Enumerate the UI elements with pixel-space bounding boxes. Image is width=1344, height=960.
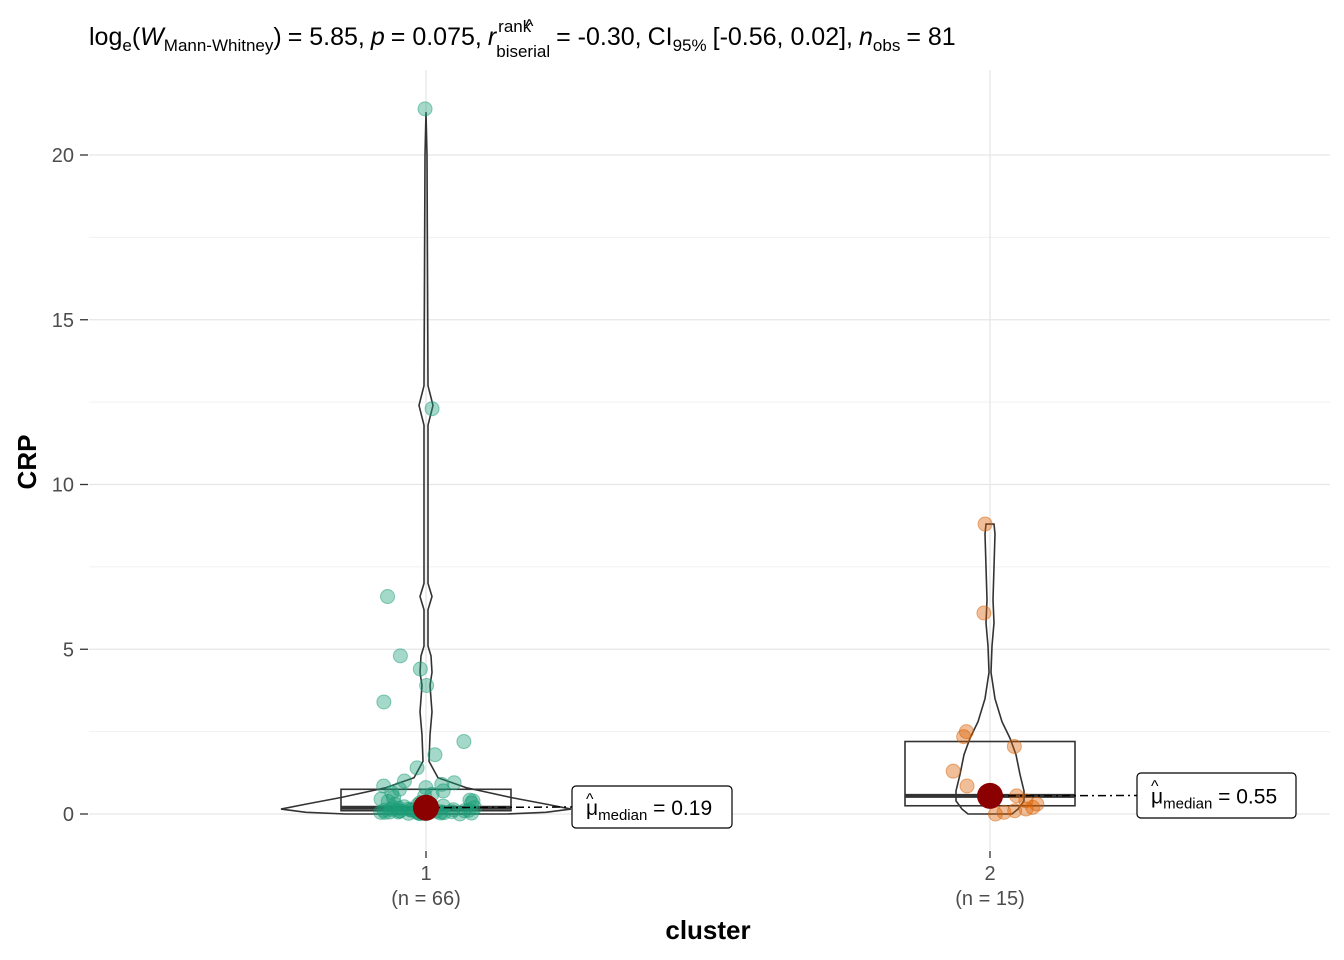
title-w-sub: Mann-Whitney bbox=[164, 36, 274, 55]
title-r-hat: ^ bbox=[525, 16, 534, 36]
title-log: log bbox=[89, 23, 122, 51]
title-p-symbol: p bbox=[370, 23, 385, 51]
chart-title: loge(WMann-Whitney) = 5.85, p = 0.075, r rank… bbox=[89, 17, 956, 61]
title-r-sub: biserial bbox=[496, 42, 550, 61]
data-point bbox=[435, 783, 451, 799]
title-paren-close: ) bbox=[273, 23, 281, 51]
median-hat: ^ bbox=[586, 791, 594, 808]
title-r-symbol: r bbox=[488, 23, 498, 51]
title-paren-open: ( bbox=[132, 23, 141, 51]
title-p-value: = 0.075, bbox=[391, 23, 482, 51]
data-point bbox=[456, 734, 472, 750]
y-tick-label: 0 bbox=[63, 804, 74, 826]
y-axis: 0 5 10 15 20 bbox=[52, 145, 88, 826]
grid bbox=[89, 70, 1330, 850]
data-point bbox=[424, 401, 440, 417]
median-symbol: μ bbox=[1151, 786, 1163, 809]
title-w-symbol: W bbox=[140, 23, 166, 51]
data-point bbox=[1006, 738, 1022, 754]
data-point bbox=[417, 101, 433, 117]
title-ci-sub: 95% bbox=[673, 36, 707, 55]
x-tick-n-label: (n = 15) bbox=[955, 888, 1024, 910]
title-n-value: = 81 bbox=[906, 23, 955, 51]
data-point bbox=[377, 804, 393, 820]
x-tick-label: 1 bbox=[420, 863, 431, 885]
median-sub: median bbox=[1163, 796, 1212, 813]
median-point-2 bbox=[977, 782, 1003, 809]
median-label-1: μmedian = 0.19 bbox=[586, 797, 712, 824]
title-w-value: = 5.85, bbox=[288, 23, 365, 51]
median-value: = 0.55 bbox=[1212, 786, 1277, 809]
median-value: = 0.19 bbox=[647, 797, 712, 820]
median-sub: median bbox=[598, 807, 647, 824]
y-tick-label: 10 bbox=[52, 475, 74, 497]
x-axis: 1 (n = 66) 2 (n = 15) bbox=[391, 851, 1025, 910]
data-point bbox=[412, 661, 428, 677]
title-n-sub: obs bbox=[873, 36, 900, 55]
median-label-box-1 bbox=[571, 785, 733, 829]
data-point bbox=[427, 747, 443, 763]
data-point bbox=[419, 677, 435, 693]
data-point bbox=[392, 648, 408, 664]
data-point bbox=[380, 589, 396, 605]
x-tick-n-label: (n = 66) bbox=[391, 888, 460, 910]
title-r-sup: rank bbox=[498, 17, 532, 36]
median-hat: ^ bbox=[1151, 778, 1159, 795]
y-tick-label: 5 bbox=[63, 639, 74, 661]
x-tick-label: 2 bbox=[984, 863, 995, 885]
data-point bbox=[987, 806, 1003, 822]
median-symbol: μ bbox=[586, 797, 598, 820]
title-r-value: = -0.30, bbox=[556, 23, 641, 51]
data-point bbox=[373, 804, 389, 820]
y-tick-label: 15 bbox=[52, 310, 74, 332]
title-log-base: e bbox=[122, 36, 131, 55]
data-point bbox=[956, 729, 972, 745]
data-point bbox=[464, 805, 480, 821]
violin-2 bbox=[955, 523, 1025, 815]
plot-area: μmedian = 0.19^ μmedian = 0.55^ bbox=[280, 101, 1297, 829]
data-point bbox=[392, 781, 408, 797]
data-point bbox=[959, 778, 975, 794]
median-label-box-2 bbox=[1136, 772, 1297, 819]
median-point-1 bbox=[413, 794, 439, 821]
data-point bbox=[409, 760, 425, 776]
data-point bbox=[376, 694, 392, 710]
data-point bbox=[1018, 801, 1034, 817]
y-tick-label: 20 bbox=[52, 145, 74, 167]
data-point bbox=[976, 605, 992, 621]
data-point bbox=[977, 516, 993, 532]
x-axis-title: cluster bbox=[665, 915, 750, 945]
data-point bbox=[452, 806, 468, 822]
median-label-2: μmedian = 0.55 bbox=[1151, 786, 1277, 813]
title-ci-value: [-0.56, 0.02], bbox=[713, 23, 853, 51]
median-connector-1 bbox=[425, 806, 573, 809]
title-n-symbol: n bbox=[859, 23, 873, 51]
data-point bbox=[446, 775, 462, 791]
title-ci-symbol: CI bbox=[648, 23, 673, 51]
y-axis-title: CRP bbox=[12, 435, 42, 490]
data-point bbox=[945, 763, 961, 779]
data-point bbox=[396, 773, 412, 789]
